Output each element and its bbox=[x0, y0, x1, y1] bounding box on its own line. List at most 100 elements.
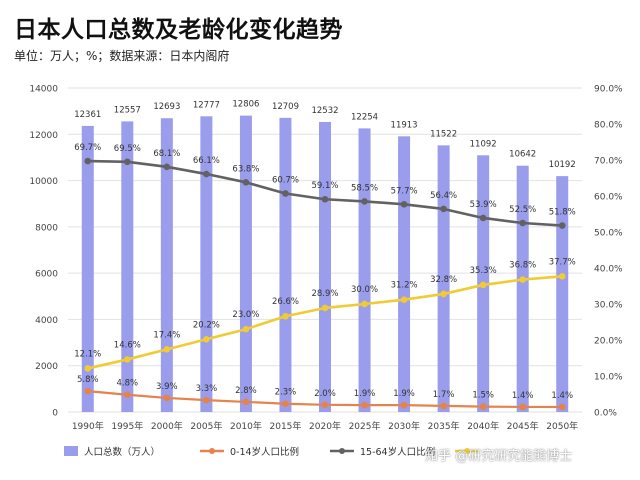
line-point bbox=[282, 400, 289, 408]
y-left-tick-label: 10000 bbox=[29, 177, 58, 187]
line-value-label: 5.8% bbox=[77, 375, 99, 385]
line-value-label: 1.9% bbox=[354, 389, 376, 399]
line-point bbox=[479, 214, 487, 222]
bar-value-label: 12806 bbox=[232, 100, 259, 110]
line-value-label: 14.6% bbox=[114, 340, 141, 350]
line-value-label: 60.7% bbox=[272, 175, 299, 185]
line-value-label: 28.9% bbox=[311, 289, 338, 299]
y-right-tick-label: 60.0% bbox=[594, 193, 623, 203]
y-left-tick-label: 14000 bbox=[29, 85, 58, 95]
line-value-label: 66.1% bbox=[193, 156, 220, 166]
y-left-tick-label: 2000 bbox=[35, 362, 58, 372]
bar-value-label: 12557 bbox=[114, 105, 141, 115]
line-point bbox=[558, 272, 566, 280]
y-right-tick-label: 40.0% bbox=[594, 265, 623, 275]
line-point bbox=[440, 205, 447, 213]
y-right-tick-label: 30.0% bbox=[594, 301, 623, 311]
line-value-label: 37.7% bbox=[549, 257, 576, 267]
line-point bbox=[440, 402, 447, 410]
line-point bbox=[321, 401, 329, 409]
line-point bbox=[124, 158, 131, 166]
line-point bbox=[361, 198, 368, 205]
line-value-label: 12.1% bbox=[74, 349, 101, 359]
x-tick-label: 2005年 bbox=[190, 420, 222, 432]
bar bbox=[556, 176, 569, 412]
line-point bbox=[84, 157, 92, 165]
legend: 人口总数（万人） 0-14岁人口比例 15-64岁人口比例 bbox=[64, 446, 479, 458]
line-point bbox=[163, 163, 171, 171]
line-value-label: 1.9% bbox=[393, 389, 415, 399]
line-point bbox=[84, 365, 92, 372]
x-tick-label: 1990年 bbox=[72, 420, 104, 432]
line-value-label: 1.7% bbox=[433, 390, 455, 400]
bar-value-label: 10192 bbox=[549, 160, 576, 170]
x-tick-label: 2040年 bbox=[467, 420, 499, 432]
bar-value-label: 12254 bbox=[351, 112, 378, 122]
bar-value-label: 12532 bbox=[311, 106, 338, 116]
line-value-label: 53.9% bbox=[470, 200, 497, 210]
watermark: 知乎 @研究研究能熊博士 bbox=[425, 449, 573, 464]
legend-swatch-marker bbox=[339, 448, 345, 454]
line-value-label: 63.8% bbox=[232, 164, 259, 174]
line-value-label: 69.5% bbox=[114, 144, 141, 154]
line-value-label: 17.4% bbox=[153, 330, 180, 340]
legend-label: 0-14岁人口比例 bbox=[230, 446, 299, 458]
line-value-label: 57.7% bbox=[391, 186, 418, 196]
line-point bbox=[400, 200, 408, 208]
line-value-label: 69.7% bbox=[74, 143, 101, 153]
bar-value-label: 12709 bbox=[272, 102, 299, 112]
line-series bbox=[84, 157, 566, 411]
line-point bbox=[361, 401, 368, 409]
line-value-label: 36.8% bbox=[509, 261, 536, 271]
bar bbox=[398, 136, 411, 413]
line-value-label: 56.4% bbox=[430, 191, 457, 201]
line-point bbox=[242, 325, 250, 333]
y-right-tick-label: 50.0% bbox=[594, 229, 623, 239]
line-value-label: 4.8% bbox=[117, 379, 139, 389]
bar-series bbox=[81, 115, 569, 413]
legend-swatch-bar bbox=[64, 446, 78, 456]
x-tick-label: 2035年 bbox=[428, 420, 460, 432]
line-point bbox=[479, 281, 487, 289]
line-value-label: 20.2% bbox=[193, 320, 220, 330]
line-value-label: 1.5% bbox=[472, 391, 494, 401]
x-tick-label: 2000年 bbox=[151, 420, 183, 432]
y-right-tick-label: 70.0% bbox=[594, 157, 623, 167]
line-point bbox=[361, 300, 368, 308]
line-point bbox=[124, 356, 131, 363]
line-point bbox=[203, 396, 210, 404]
x-tick-label: 2045年 bbox=[507, 420, 539, 432]
line-value-label: 1.4% bbox=[551, 391, 573, 401]
bar-value-label: 11522 bbox=[430, 129, 457, 139]
line-value-label: 31.2% bbox=[391, 281, 418, 291]
line-point bbox=[124, 391, 131, 399]
line-value-label: 2.3% bbox=[275, 388, 297, 398]
y-right-tick-label: 10.0% bbox=[594, 373, 623, 383]
line-value-label: 51.8% bbox=[549, 208, 576, 218]
y-left-tick-label: 8000 bbox=[35, 223, 58, 233]
line-value-label: 35.3% bbox=[470, 266, 497, 276]
line-point bbox=[440, 290, 447, 298]
line-value-label: 23.0% bbox=[232, 310, 259, 320]
line-value-label: 1.4% bbox=[512, 391, 534, 401]
bar-value-label: 12777 bbox=[193, 100, 220, 110]
bar bbox=[121, 121, 134, 412]
legend-label: 人口总数（万人） bbox=[84, 446, 160, 458]
bar bbox=[81, 125, 94, 412]
line-point bbox=[519, 403, 526, 411]
y-right-tick-label: 80.0% bbox=[594, 121, 623, 131]
line-point bbox=[282, 190, 289, 197]
x-tick-label: 2025年 bbox=[349, 420, 381, 432]
line-point bbox=[321, 195, 329, 203]
line-point bbox=[479, 403, 487, 410]
x-tick-label: 2015年 bbox=[270, 420, 302, 432]
line-point bbox=[519, 276, 526, 283]
line-value-label: 3.9% bbox=[156, 382, 178, 392]
bar bbox=[160, 118, 173, 412]
line-point bbox=[282, 312, 289, 320]
bar bbox=[358, 128, 371, 413]
line-point bbox=[519, 219, 526, 227]
line-value-label: 26.6% bbox=[272, 297, 299, 307]
bar-value-label: 11913 bbox=[391, 120, 418, 130]
